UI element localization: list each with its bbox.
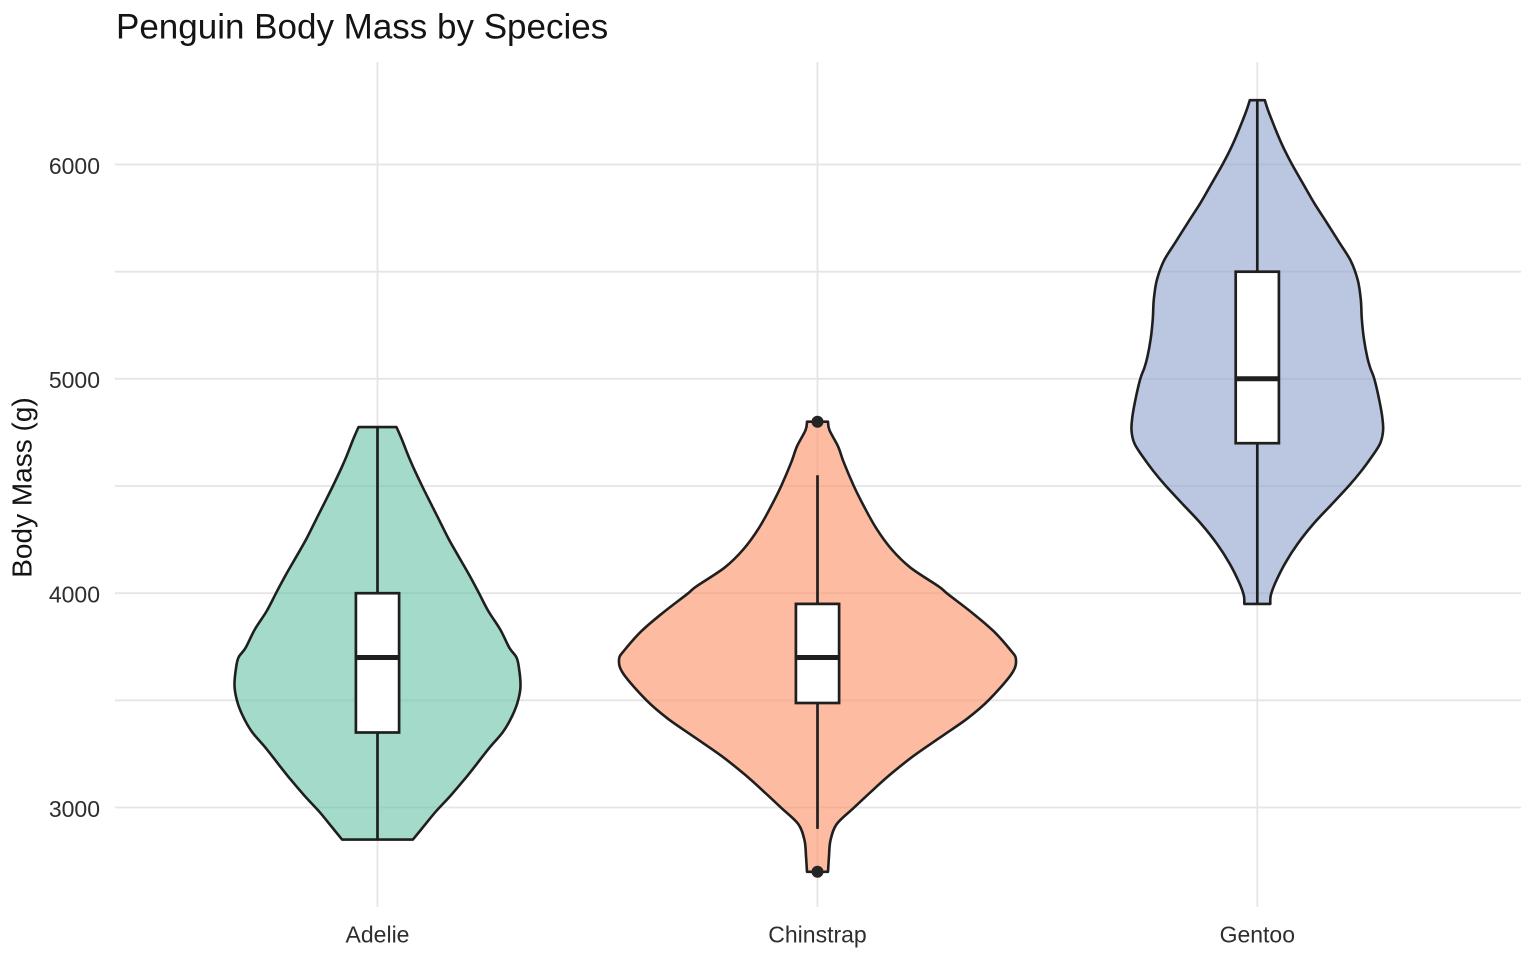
svg-text:6000: 6000 [49,153,100,179]
svg-text:Gentoo: Gentoo [1220,921,1295,947]
svg-text:5000: 5000 [49,367,100,393]
svg-text:Body Mass (g): Body Mass (g) [7,397,38,578]
svg-text:4000: 4000 [49,582,100,608]
svg-text:Adelie: Adelie [346,921,410,947]
svg-text:Penguin Body Mass by Species: Penguin Body Mass by Species [116,8,608,47]
svg-text:Chinstrap: Chinstrap [768,921,866,947]
svg-text:3000: 3000 [49,796,100,822]
